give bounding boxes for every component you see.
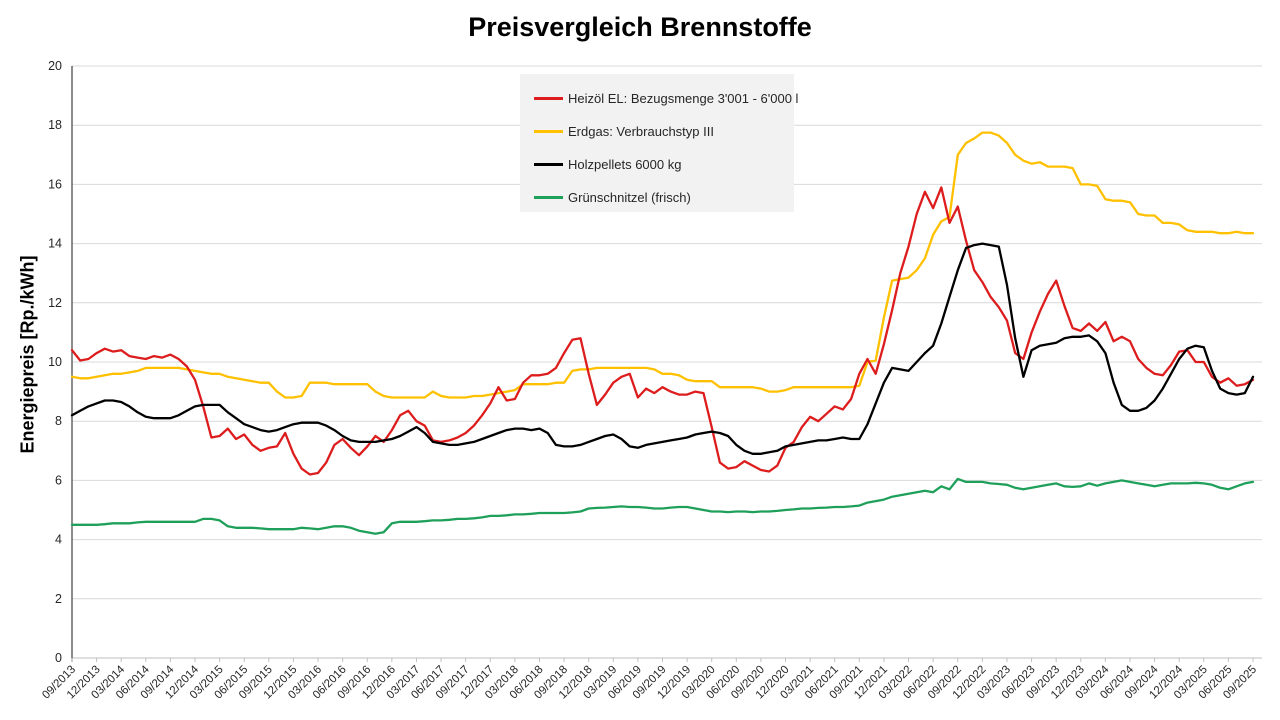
- y-tick-label: 4: [55, 533, 62, 547]
- y-tick-label: 0: [55, 651, 62, 665]
- y-tick-label: 18: [48, 118, 62, 132]
- legend-swatch-icon: [534, 196, 563, 199]
- y-tick-label: 8: [55, 414, 62, 428]
- legend-item-0: Heizöl EL: Bezugsmenge 3'001 - 6'000 l: [534, 82, 798, 115]
- legend-swatch-icon: [534, 163, 563, 166]
- y-tick-label: 16: [48, 177, 62, 191]
- legend-label: Holzpellets 6000 kg: [568, 157, 682, 172]
- chart-title: Preisvergleich Brennstoffe: [468, 12, 812, 42]
- series-line-2: [70, 242, 1255, 455]
- legend: Heizöl EL: Bezugsmenge 3'001 - 6'000 l Er…: [520, 74, 798, 214]
- series-line-1: [70, 131, 1255, 399]
- y-tick-label: 10: [48, 355, 62, 369]
- legend-label: Heizöl EL: Bezugsmenge 3'001 - 6'000 l: [568, 91, 799, 106]
- legend-item-2: Holzpellets 6000 kg: [534, 148, 794, 181]
- legend-label: Erdgas: Verbrauchstyp III: [568, 124, 714, 139]
- legend-swatch-icon: [534, 97, 563, 100]
- y-tick-label: 14: [48, 237, 62, 251]
- y-tick-label: 20: [48, 59, 62, 73]
- series-line-0: [70, 186, 1255, 476]
- legend-swatch-icon: [534, 130, 563, 133]
- y-axis-title: Energiepreis [Rp./kWh]: [17, 255, 38, 454]
- y-tick-label: 12: [48, 296, 62, 310]
- series-line-3: [70, 477, 1255, 535]
- y-tick-label: 6: [55, 473, 62, 487]
- y-tick-label: 2: [55, 592, 62, 606]
- legend-item-3: Grünschnitzel (frisch): [534, 181, 794, 214]
- legend-label: Grünschnitzel (frisch): [568, 190, 691, 205]
- legend-item-1: Erdgas: Verbrauchstyp III: [534, 115, 794, 148]
